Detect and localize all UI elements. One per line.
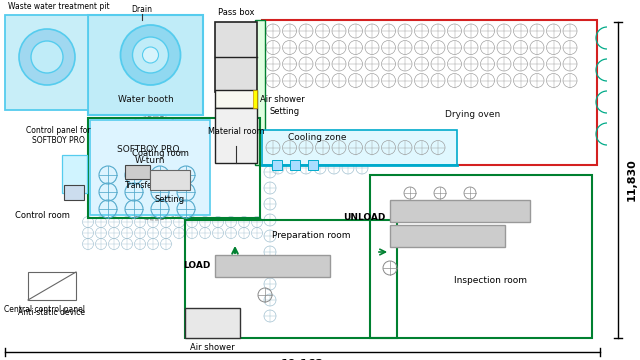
Text: Control room: Control room <box>15 211 69 220</box>
Bar <box>150 170 190 190</box>
Text: Transfer: Transfer <box>125 181 156 190</box>
Bar <box>255 20 265 165</box>
Text: Setting: Setting <box>155 195 185 204</box>
Text: Inspection room: Inspection room <box>454 276 527 285</box>
Text: Coating room: Coating room <box>132 148 188 158</box>
Bar <box>390 225 505 247</box>
Text: UNLOAD: UNLOAD <box>344 213 386 222</box>
Bar <box>262 130 457 165</box>
Circle shape <box>19 29 75 85</box>
Text: Drain: Drain <box>131 5 152 14</box>
Bar <box>185 308 240 338</box>
Text: Pass box: Pass box <box>218 8 254 17</box>
Text: Material room: Material room <box>208 127 264 136</box>
Bar <box>215 90 257 108</box>
Bar <box>28 272 76 300</box>
Text: Air shower: Air shower <box>260 94 305 104</box>
Text: Waste water treatment pit: Waste water treatment pit <box>8 2 109 11</box>
Bar <box>370 175 592 338</box>
Bar <box>5 15 88 110</box>
Bar <box>215 22 257 92</box>
Text: Drying oven: Drying oven <box>445 110 500 119</box>
Bar <box>88 118 260 218</box>
Bar <box>185 220 397 338</box>
Bar <box>125 165 150 179</box>
Text: 11,830: 11,830 <box>627 159 637 201</box>
Bar <box>308 160 318 170</box>
Text: Preparation room: Preparation room <box>272 230 350 239</box>
Bar <box>272 160 282 170</box>
Bar <box>215 255 330 277</box>
Text: Setting: Setting <box>270 108 300 117</box>
Bar <box>215 108 257 163</box>
Text: Air shower: Air shower <box>190 343 235 352</box>
Text: 19,162: 19,162 <box>280 359 324 360</box>
Bar <box>64 185 84 200</box>
Text: Water booth: Water booth <box>118 95 173 104</box>
Text: Control panel for
SOFTBOY PRO: Control panel for SOFTBOY PRO <box>26 126 90 145</box>
Bar <box>262 20 597 165</box>
Circle shape <box>143 47 159 63</box>
Circle shape <box>31 41 63 73</box>
Text: SOFTBOY PRO,
W-turn: SOFTBOY PRO, W-turn <box>117 145 182 165</box>
Text: LOAD: LOAD <box>182 261 210 270</box>
Bar <box>253 90 257 108</box>
Text: Anti-static device: Anti-static device <box>19 308 86 317</box>
Text: Central control panel: Central control panel <box>4 306 86 315</box>
Bar <box>290 160 300 170</box>
Text: Cooling zone: Cooling zone <box>288 134 346 143</box>
Circle shape <box>120 25 180 85</box>
Bar <box>390 200 530 222</box>
Circle shape <box>132 37 168 73</box>
Bar <box>90 120 210 215</box>
Bar <box>62 155 87 193</box>
Bar <box>88 15 203 115</box>
